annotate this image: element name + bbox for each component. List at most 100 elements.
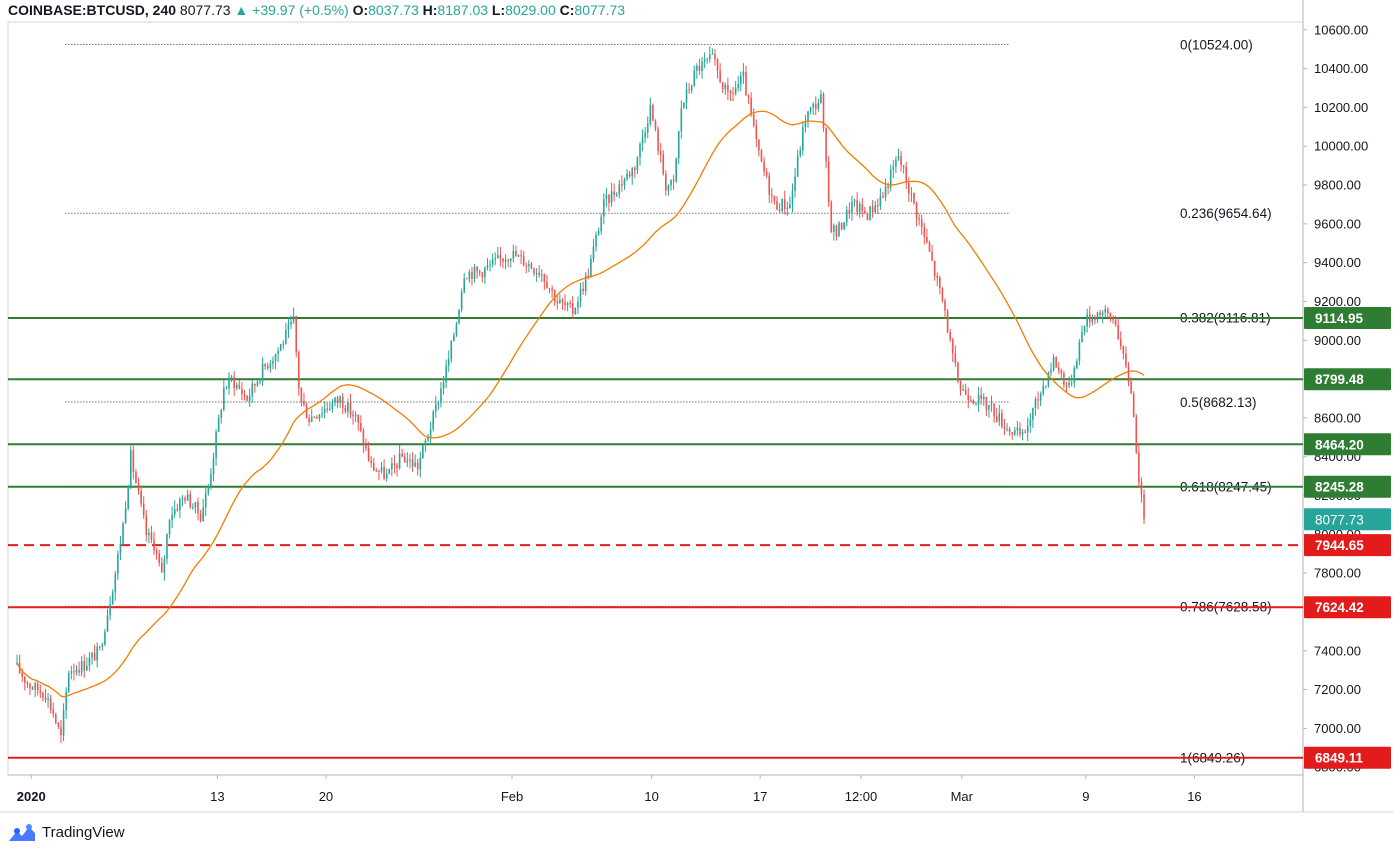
candle — [210, 468, 212, 490]
price-level-tag-label: 8464.20 — [1315, 437, 1364, 452]
candle-body — [124, 508, 127, 524]
candle-body — [603, 199, 605, 217]
candle-body — [773, 195, 776, 202]
candle — [871, 200, 874, 218]
candle — [794, 168, 796, 198]
last-price-tag: 8077.73 — [1304, 508, 1391, 531]
candle — [259, 378, 261, 385]
candle — [375, 467, 378, 472]
candle — [427, 433, 429, 443]
candle-body — [1076, 361, 1078, 369]
candle — [220, 408, 223, 424]
candle — [905, 161, 908, 189]
candle-body — [957, 362, 959, 382]
candle — [982, 393, 985, 406]
candle-body — [1037, 399, 1039, 401]
candle-body — [1065, 384, 1068, 386]
candle — [861, 198, 864, 218]
candle — [771, 187, 773, 204]
candle — [985, 396, 988, 417]
candle-body — [308, 418, 310, 422]
candle — [341, 393, 344, 414]
candle-body — [1047, 373, 1050, 386]
candle-body — [212, 457, 215, 474]
candle — [781, 198, 783, 214]
candle — [1091, 314, 1094, 326]
candle-body — [665, 173, 667, 191]
candle — [1034, 396, 1037, 416]
candle — [946, 308, 949, 334]
low-value: 8029.00 — [505, 2, 556, 18]
candle-body — [297, 352, 300, 388]
candle — [957, 361, 959, 384]
candle-body — [716, 59, 719, 71]
candle — [745, 65, 747, 96]
candle-body — [1114, 319, 1117, 325]
candle-body — [142, 503, 145, 516]
candle-body — [1138, 452, 1140, 482]
candle — [153, 531, 155, 555]
candle-body — [316, 417, 318, 419]
candle — [1078, 339, 1081, 366]
candle-body — [910, 193, 913, 195]
plot-frame — [7, 21, 1304, 776]
candle-body — [680, 108, 683, 132]
candle-body — [1107, 309, 1109, 314]
candle-body — [287, 324, 290, 330]
candle-body — [137, 482, 140, 491]
candle-body — [447, 359, 450, 366]
candle-body — [515, 251, 517, 257]
candle — [949, 328, 951, 343]
candle — [391, 457, 393, 477]
candle-body — [923, 227, 926, 237]
candle — [372, 458, 375, 472]
candle-body — [745, 71, 747, 96]
candle-body — [900, 155, 902, 166]
price-level-tag: 6849.11 — [1304, 746, 1391, 769]
candle-body — [494, 258, 497, 260]
tradingview-logo[interactable]: TradingView — [8, 822, 125, 844]
candle-body — [117, 554, 119, 575]
candle-body — [1050, 370, 1052, 374]
candle — [411, 452, 414, 472]
candle — [233, 371, 235, 396]
candle — [453, 332, 455, 342]
candle — [1086, 308, 1088, 333]
candle — [528, 260, 530, 273]
candle-body — [473, 266, 476, 279]
time-tick-label: Mar — [951, 789, 974, 804]
candle-body — [739, 76, 742, 85]
candle-body — [621, 184, 623, 186]
candle-body — [667, 185, 670, 191]
candle — [310, 408, 313, 423]
candle — [272, 356, 274, 370]
candle — [380, 462, 383, 474]
candle — [148, 528, 150, 544]
candle — [73, 663, 75, 681]
candle — [1138, 444, 1140, 488]
candle — [463, 272, 466, 294]
price-level-tag-label: 7944.65 — [1315, 538, 1364, 553]
candle — [1109, 312, 1112, 322]
candle-body — [595, 234, 597, 247]
candle-body — [504, 259, 507, 262]
candle-body — [949, 332, 951, 340]
candle-body — [1055, 357, 1057, 368]
candle — [254, 383, 256, 393]
close-value: 8077.73 — [574, 2, 626, 18]
symbol-label[interactable]: COINBASE:BTCUSD, 240 — [8, 2, 177, 18]
price-level-tag: 9114.95 — [1304, 306, 1391, 329]
candle — [747, 94, 750, 105]
candle — [708, 46, 711, 63]
candle — [732, 86, 734, 102]
candle-body — [429, 429, 432, 437]
candle-body — [367, 448, 370, 461]
candle-body — [626, 173, 628, 180]
candle — [326, 402, 329, 413]
candle-body — [569, 302, 572, 304]
candle-body — [290, 321, 292, 325]
candle-body — [362, 430, 365, 446]
candle — [822, 92, 825, 132]
candle-body — [579, 288, 582, 302]
